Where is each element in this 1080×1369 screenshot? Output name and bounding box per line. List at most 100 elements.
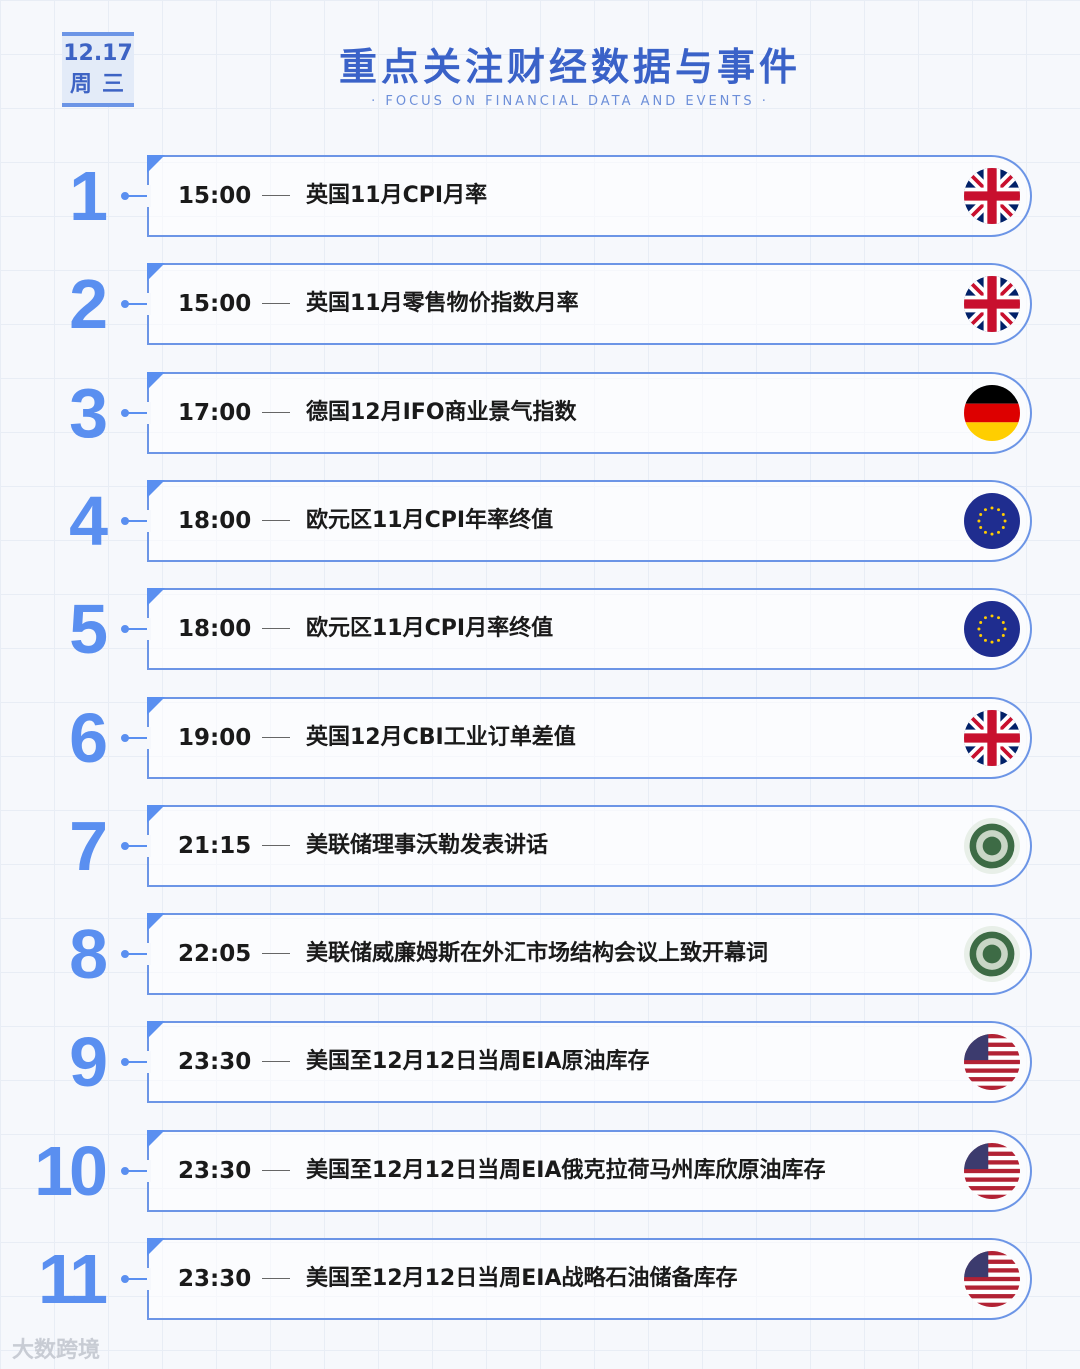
event-time: 15:00 (178, 291, 252, 318)
event-card (147, 913, 1032, 996)
event-time: 17:00 (178, 399, 252, 426)
de-flag-icon (964, 384, 1020, 441)
corner-triangle (147, 696, 165, 715)
event-time: 23:30 (178, 1266, 252, 1292)
event-card (147, 1129, 1032, 1212)
event-title: 德国12月IFO商业景气指数 (306, 399, 577, 425)
connector-dot (121, 841, 129, 850)
connector-line (126, 953, 147, 956)
connector-dot (121, 192, 129, 200)
event-time: 15:00 (178, 183, 252, 209)
corner-triangle (147, 1129, 165, 1148)
separator-dash (262, 1061, 290, 1063)
connector-dot (121, 516, 129, 525)
us-flag-icon (964, 1034, 1020, 1091)
date: 12.17 (63, 41, 133, 66)
event-title: 欧元区11月CPI年率终值 (306, 507, 554, 533)
corner-triangle (147, 479, 165, 498)
weekday: 周三 (70, 72, 135, 97)
event-row[interactable]: 9 23:30 美国至12月12日当周EIA原油库存 (0, 1021, 1080, 1104)
connector-dot (121, 1166, 129, 1175)
separator-dash (262, 628, 290, 630)
event-title: 英国12月CBI工业订单差值 (306, 724, 576, 750)
corner-triangle (147, 371, 165, 390)
event-row[interactable]: 10 23:30 美国至12月12日当周EIA俄克拉荷马州库欣原油库存 (0, 1129, 1080, 1212)
connector-dot (121, 300, 129, 309)
event-title: 美联储威廉姆斯在外汇市场结构会议上致开幕词 (306, 941, 769, 967)
event-time: 23:30 (178, 1157, 252, 1184)
eu-flag-icon (964, 492, 1020, 549)
watermark-logo: 大数跨境 (12, 1338, 101, 1363)
connector-dot (121, 733, 129, 742)
separator-dash (262, 195, 290, 196)
card-border (147, 696, 151, 779)
connector-line (126, 628, 147, 631)
event-number: 2 (69, 265, 108, 344)
event-card (147, 588, 1032, 671)
page-title: 重点关注财经数据与事件 (338, 45, 801, 89)
event-number: 8 (69, 915, 108, 994)
us-flag-icon (964, 1142, 1020, 1199)
event-time: 18:00 (178, 616, 252, 643)
connector-dot (121, 1275, 129, 1283)
event-number: 1 (69, 157, 108, 235)
event-row[interactable]: 3 17:00 德国12月IFO商业景气指数 (0, 371, 1080, 454)
connector-line (126, 1278, 147, 1280)
event-row[interactable]: 8 22:05 美联储威廉姆斯在外汇市场结构会议上致开幕词 (0, 913, 1080, 996)
event-time: 18:00 (178, 507, 252, 534)
event-row[interactable]: 7 21:15 美联储理事沃勒发表讲话 (0, 804, 1080, 887)
date-badge: 12.17 周三 (62, 32, 134, 107)
event-number: 9 (69, 1023, 108, 1102)
eu-flag-icon (964, 601, 1020, 658)
event-card (147, 371, 1032, 454)
separator-dash (262, 844, 290, 846)
event-card (147, 696, 1032, 779)
connector-line (126, 303, 147, 306)
event-title: 欧元区11月CPI月率终值 (306, 616, 554, 642)
card-border (147, 479, 151, 562)
separator-dash (262, 411, 290, 413)
event-row[interactable]: 11 23:30 美国至12月12日当周EIA战略石油储备库存 (0, 1238, 1080, 1320)
corner-triangle (147, 155, 165, 173)
card-border (147, 263, 151, 346)
separator-dash (262, 303, 290, 305)
event-card (147, 263, 1032, 346)
connector-dot (121, 950, 129, 959)
card-border (147, 1238, 151, 1320)
connector-line (126, 411, 147, 414)
connector-dot (121, 1058, 129, 1067)
card-border (147, 913, 151, 996)
corner-triangle (147, 804, 165, 823)
event-row[interactable]: 6 19:00 英国12月CBI工业订单差值 (0, 696, 1080, 779)
event-card (147, 479, 1032, 562)
uk-flag-icon (964, 276, 1020, 333)
event-row[interactable]: 5 18:00 欧元区11月CPI月率终值 (0, 588, 1080, 671)
connector-line (126, 195, 147, 197)
event-number: 3 (69, 373, 108, 452)
separator-dash (262, 1169, 290, 1171)
event-number: 7 (69, 806, 108, 885)
event-card (147, 1238, 1032, 1320)
card-border (147, 1129, 151, 1212)
card-border (147, 588, 151, 671)
connector-line (126, 519, 147, 522)
event-time: 21:15 (178, 832, 252, 859)
connector-line (126, 844, 147, 847)
event-time: 23:30 (178, 1049, 252, 1076)
event-title: 美联储理事沃勒发表讲话 (306, 832, 549, 858)
event-number: 5 (69, 590, 108, 669)
corner-triangle (147, 1238, 165, 1256)
corner-triangle (147, 1021, 165, 1040)
card-border (147, 804, 151, 887)
event-row[interactable]: 4 18:00 欧元区11月CPI年率终值 (0, 479, 1080, 562)
card-border (147, 371, 151, 454)
card-border (147, 1021, 151, 1104)
fed-flag-icon (964, 817, 1020, 874)
event-row[interactable]: 2 15:00 英国11月零售物价指数月率 (0, 263, 1080, 346)
connector-dot (121, 408, 129, 417)
us-flag-icon (964, 1251, 1020, 1307)
separator-dash (262, 953, 290, 955)
corner-triangle (147, 588, 165, 607)
event-row[interactable]: 1 15:00 英国11月CPI月率 (0, 155, 1080, 237)
event-title: 美国至12月12日当周EIA战略石油储备库存 (306, 1266, 738, 1291)
